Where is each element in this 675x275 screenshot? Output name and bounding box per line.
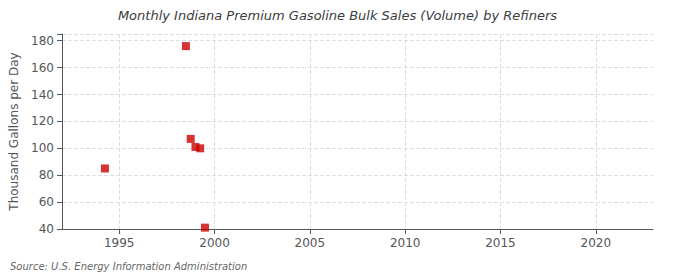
svg-text:40: 40 [39, 222, 54, 236]
svg-text:2010: 2010 [390, 236, 421, 250]
svg-text:80: 80 [39, 168, 54, 182]
svg-text:60: 60 [39, 195, 54, 209]
svg-text:2020: 2020 [581, 236, 612, 250]
svg-text:Thousand Gallons per Day: Thousand Gallons per Day [7, 52, 21, 211]
svg-text:160: 160 [31, 61, 54, 75]
svg-text:100: 100 [31, 141, 54, 155]
svg-text:2015: 2015 [485, 236, 516, 250]
svg-text:2005: 2005 [295, 236, 326, 250]
svg-text:120: 120 [31, 114, 54, 128]
svg-text:Monthly Indiana Premium Gasoli: Monthly Indiana Premium Gasoline Bulk Sa… [118, 8, 557, 23]
svg-text:140: 140 [31, 88, 54, 102]
svg-text:Source: U.S. Energy Informatio: Source: U.S. Energy Information Administ… [10, 261, 247, 272]
svg-text:2000: 2000 [199, 236, 230, 250]
svg-text:180: 180 [31, 34, 54, 48]
svg-text:1995: 1995 [104, 236, 135, 250]
